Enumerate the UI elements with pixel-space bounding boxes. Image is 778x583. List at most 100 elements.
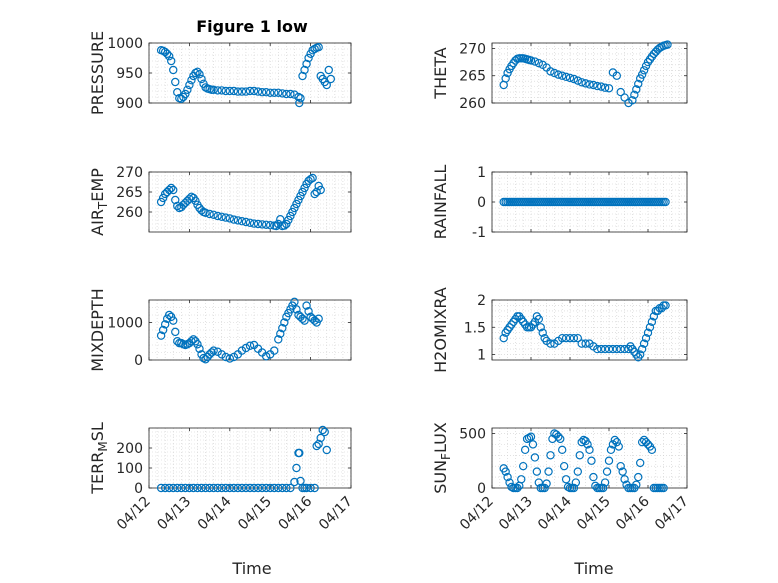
data-point [312, 441, 321, 451]
data-point [561, 333, 571, 343]
data-point [306, 483, 315, 493]
data-point [544, 467, 553, 476]
data-point [585, 80, 594, 89]
marker-series [499, 197, 670, 207]
data-point [647, 445, 657, 455]
data-point [160, 320, 170, 329]
y-axis-label: THETA [431, 47, 450, 99]
data-point [189, 483, 198, 493]
subplot-airtemp: 260 265 270 AIRTEMP [88, 165, 352, 236]
data-point [233, 87, 243, 96]
data-point [546, 67, 555, 76]
data-point [637, 344, 647, 354]
marker-series [156, 425, 331, 493]
data-point [233, 483, 243, 493]
data-point [272, 221, 281, 231]
data-point [554, 432, 563, 441]
data-point [229, 215, 239, 224]
data-point [565, 73, 575, 83]
data-point [197, 483, 206, 493]
data-point [310, 316, 319, 325]
data-point [245, 218, 255, 227]
data-point [169, 185, 178, 195]
data-point [257, 483, 267, 493]
data-point [221, 213, 230, 222]
data-point [519, 461, 528, 471]
data-point [282, 219, 291, 229]
data-point [173, 201, 182, 211]
data-point [569, 74, 579, 84]
data-point [195, 69, 204, 79]
data-point [221, 352, 230, 362]
data-point [193, 483, 202, 493]
data-point [185, 194, 194, 203]
data-point [221, 483, 230, 493]
data-point [209, 483, 218, 493]
data-point [257, 220, 267, 229]
data-point [540, 483, 549, 493]
data-point [636, 350, 645, 359]
data-point [304, 53, 313, 63]
data-point [513, 483, 522, 493]
data-point [593, 81, 602, 91]
y-tick-label: 260 [459, 96, 486, 112]
data-point [278, 323, 287, 333]
data-point [197, 206, 206, 215]
data-point [612, 71, 622, 80]
data-point [158, 193, 168, 203]
data-point [209, 346, 218, 355]
data-point [575, 451, 584, 460]
data-point [550, 68, 559, 78]
data-point [187, 75, 196, 85]
data-point [171, 195, 180, 205]
data-point [193, 340, 202, 349]
data-point [526, 432, 536, 441]
y-tick-label: 1 [477, 348, 486, 364]
data-point [249, 86, 259, 96]
data-point [294, 195, 303, 205]
data-point [229, 86, 239, 96]
data-point [606, 445, 616, 455]
data-point [209, 210, 218, 219]
data-point [290, 477, 299, 487]
data-point [499, 333, 508, 343]
data-point [542, 479, 551, 488]
data-point [659, 483, 668, 493]
data-point [177, 483, 186, 493]
data-point [245, 341, 255, 350]
marker-series [499, 301, 670, 362]
data-point [217, 86, 226, 95]
y-tick-label: 2 [477, 293, 486, 309]
data-point [169, 483, 178, 493]
data-point [310, 483, 319, 493]
marker-series [156, 43, 335, 108]
data-point [573, 76, 583, 85]
data-point [189, 335, 198, 344]
data-point [554, 70, 563, 79]
data-point [197, 74, 206, 84]
data-point [501, 74, 510, 83]
data-point [229, 483, 239, 493]
data-point [604, 84, 614, 93]
data-point [618, 467, 627, 476]
data-point [632, 480, 641, 489]
data-point [503, 472, 512, 482]
data-point [302, 301, 311, 310]
data-point [233, 216, 243, 225]
data-point [185, 80, 194, 90]
data-point [505, 478, 514, 487]
y-tick-label: 0 [134, 353, 143, 369]
data-point [295, 98, 304, 108]
data-point [306, 174, 315, 184]
x-axis-label-left: Time [231, 559, 271, 578]
marker-series [156, 297, 323, 364]
data-point [191, 196, 200, 205]
data-point [532, 467, 542, 476]
data-point [298, 314, 307, 323]
data-point [209, 85, 218, 95]
data-point [241, 87, 251, 96]
data-point [559, 461, 569, 471]
y-tick-label: 1000 [107, 316, 143, 332]
data-point [290, 203, 299, 213]
data-point [225, 214, 234, 223]
